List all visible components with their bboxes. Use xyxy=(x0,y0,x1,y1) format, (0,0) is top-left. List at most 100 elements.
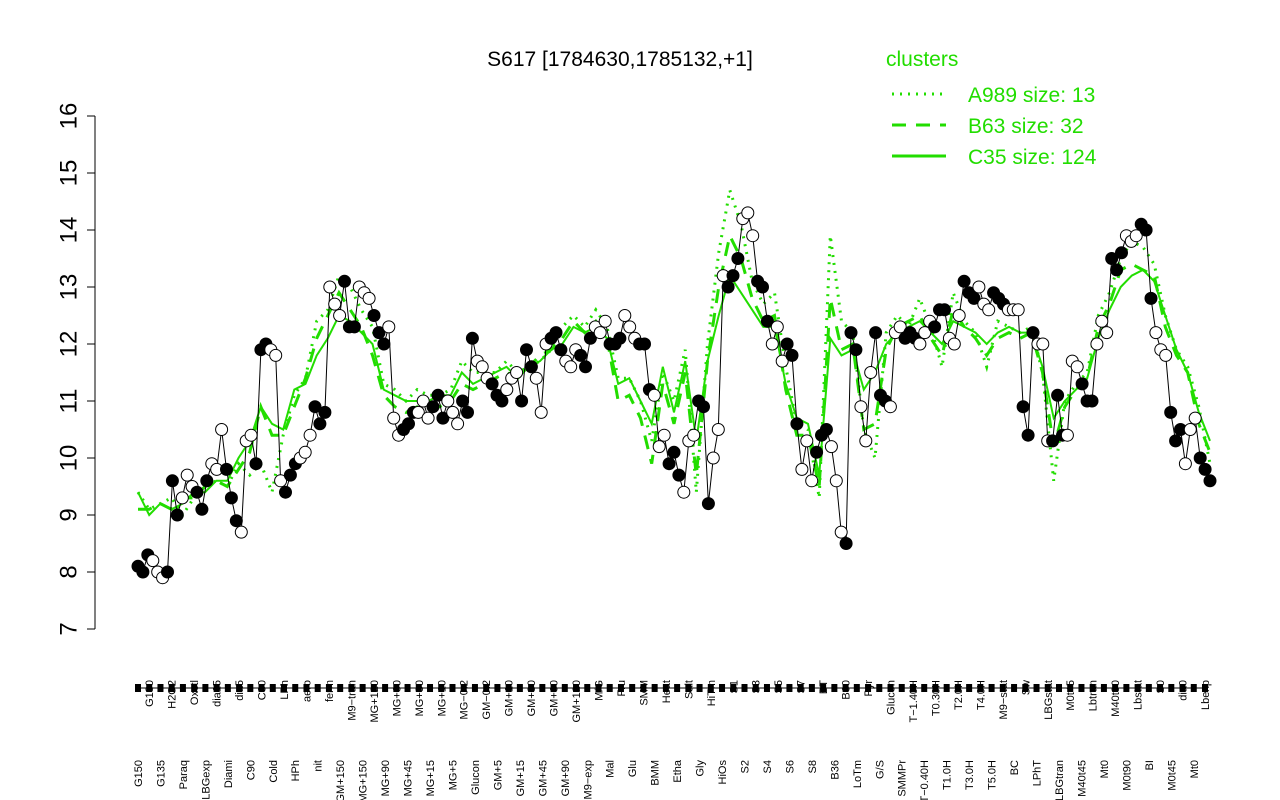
x-tick-label: M/G xyxy=(594,680,606,701)
data-point xyxy=(928,320,942,334)
data-point xyxy=(500,383,514,397)
data-point xyxy=(402,417,415,431)
legend-title: clusters xyxy=(886,48,958,71)
data-point xyxy=(647,388,661,402)
data-point xyxy=(1021,428,1035,442)
x-tick-label: GM+150 xyxy=(335,760,347,800)
data-point xyxy=(1203,474,1217,488)
x-tick-label: MG+150 xyxy=(358,760,370,800)
x-tick-label: M9−stat xyxy=(998,680,1010,719)
x-tick-label: GM+5 xyxy=(492,760,504,790)
data-point xyxy=(1183,423,1197,436)
x-tick-label: LBGstat xyxy=(1043,680,1055,720)
data-point xyxy=(524,360,538,374)
x-tick-label: M40t45 xyxy=(1077,760,1089,797)
y-tick-label: 7 xyxy=(55,622,82,635)
x-tick-label: T3.0H xyxy=(964,760,976,790)
x-tick-label: LBGtran xyxy=(1054,760,1066,800)
x-tick-label: B60 xyxy=(841,680,853,700)
x-tick-label: MG+30 xyxy=(414,680,426,716)
series-line-dotted xyxy=(136,189,1212,518)
data-point xyxy=(938,303,951,317)
data-point xyxy=(564,360,578,374)
data-point xyxy=(652,440,666,454)
data-point xyxy=(220,462,233,476)
x-tick-label: MG+10 xyxy=(436,680,448,716)
data-point xyxy=(274,474,288,488)
x-tick-label: G135 xyxy=(156,760,168,787)
data-point xyxy=(456,394,470,408)
x-tick-label: aero xyxy=(302,680,314,702)
data-point xyxy=(416,394,430,408)
x-tick-label: dia15 xyxy=(212,680,224,707)
data-point xyxy=(175,491,189,505)
y-tick-label: 9 xyxy=(55,508,82,521)
x-tick-label: GM+45 xyxy=(537,760,549,796)
data-point xyxy=(308,400,322,414)
data-point xyxy=(854,400,868,414)
data-point xyxy=(765,337,779,351)
data-point xyxy=(377,337,391,351)
data-point xyxy=(461,405,474,419)
x-tick-label: M40t90 xyxy=(1110,680,1122,717)
data-point xyxy=(770,320,784,334)
x-tick-label: M0t90 xyxy=(1121,760,1133,791)
data-point xyxy=(795,462,809,476)
points-layer xyxy=(131,206,1217,585)
x-tick-label: T−1.40H xyxy=(908,680,920,723)
x-tick-label: Fru xyxy=(616,680,628,697)
x-tick-label: H2O2 xyxy=(167,680,179,709)
data-point xyxy=(249,457,263,471)
data-point xyxy=(190,485,204,499)
data-point xyxy=(864,366,878,379)
data-point xyxy=(313,417,327,431)
data-point xyxy=(1100,326,1114,340)
data-point xyxy=(638,337,651,351)
data-point xyxy=(785,348,799,362)
data-point xyxy=(746,229,760,243)
data-point xyxy=(957,274,971,288)
x-tick-label: Lbexp xyxy=(1200,680,1212,710)
data-point xyxy=(741,206,755,220)
y-tick-label: 15 xyxy=(55,160,82,187)
x-tick-label: Etha xyxy=(672,759,684,783)
data-point xyxy=(318,405,332,419)
data-point xyxy=(711,423,725,436)
x-tick-label: BC xyxy=(1009,760,1021,775)
data-point xyxy=(1090,337,1104,351)
x-tick-label: MG+15 xyxy=(425,760,437,796)
data-point xyxy=(367,309,381,322)
x-tick-label: M9−exp xyxy=(582,760,594,799)
x-tick-label: S2 xyxy=(740,760,752,773)
x-tick-label: T5.0H xyxy=(987,760,999,790)
data-point xyxy=(1169,434,1183,448)
x-tick-label: T2.0H xyxy=(953,680,965,710)
x-tick-label: GM+10 xyxy=(504,680,516,716)
data-point xyxy=(244,428,258,442)
data-point xyxy=(1129,229,1143,243)
data-point xyxy=(1193,451,1207,465)
data-point xyxy=(805,474,819,488)
x-tick-label: LBGexp xyxy=(200,760,212,800)
legend-label: A989 size: 13 xyxy=(968,84,1095,107)
data-point xyxy=(475,360,489,374)
data-point xyxy=(613,331,627,345)
x-tick-label: ferm xyxy=(324,680,336,702)
x-tick-label: T4.0H xyxy=(975,680,987,710)
chart-title: S617 [1784630,1785132,+1] xyxy=(487,48,753,71)
x-tick-label: G150 xyxy=(133,760,145,787)
data-point xyxy=(465,331,479,345)
data-point xyxy=(1159,348,1173,362)
data-point xyxy=(1026,326,1040,340)
data-point xyxy=(657,428,671,442)
x-tick-label: SMMPr xyxy=(897,760,909,797)
x-tick-label: B36 xyxy=(829,760,841,780)
data-point xyxy=(687,428,701,442)
data-point xyxy=(510,366,524,379)
data-point xyxy=(411,405,425,419)
x-tick-label: nit xyxy=(313,760,325,772)
data-point xyxy=(303,428,317,442)
data-point xyxy=(146,554,160,568)
x-tick-label: Gly xyxy=(695,760,707,777)
